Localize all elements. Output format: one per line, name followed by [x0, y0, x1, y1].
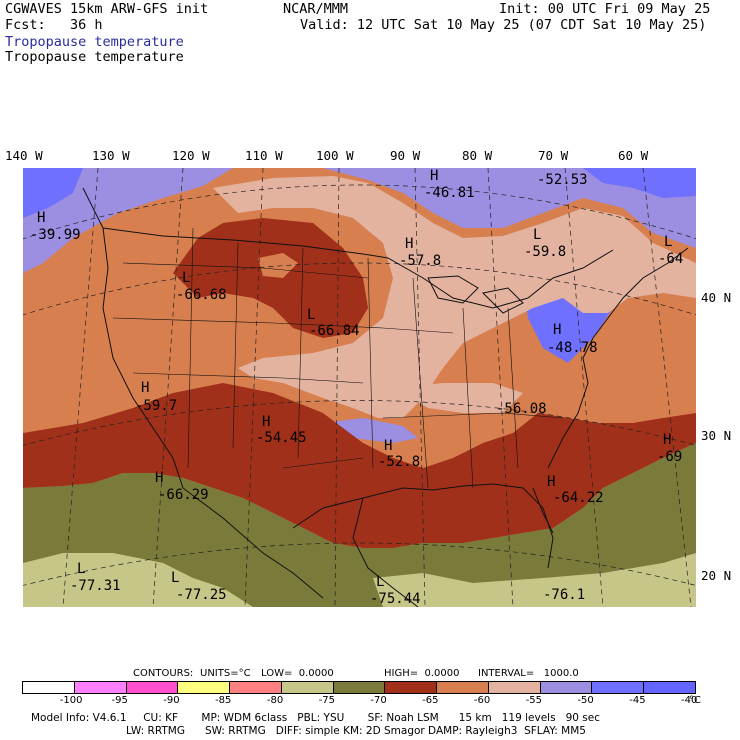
map-marker-value: -39.99: [30, 227, 81, 243]
color-legend-label: -40: [681, 695, 698, 706]
contours-interval: INTERVAL= 1000.0: [478, 668, 579, 679]
color-legend-label: -100: [59, 695, 83, 706]
contours-low: LOW= 0.0000: [261, 668, 334, 679]
map-marker-value: -76.1: [543, 587, 586, 603]
color-legend-label: -85: [215, 695, 232, 706]
map-marker-letter: L: [77, 561, 86, 577]
color-legend-swatch: [643, 681, 696, 694]
color-legend-swatch: [591, 681, 645, 694]
map-marker-value: -59.8: [524, 244, 567, 260]
map-marker-value: -46.81: [424, 185, 475, 201]
map-marker-value: -56.08: [496, 401, 547, 417]
map-marker-value: -66.68: [176, 287, 227, 303]
color-legend-label: -70: [370, 695, 387, 706]
contours-high: HIGH= 0.0000: [384, 668, 460, 679]
map-marker-letter: H: [155, 470, 164, 486]
map-marker-letter: L: [376, 574, 385, 590]
map-marker-value: -66.84: [309, 323, 360, 339]
map-marker-value: -64.22: [553, 490, 604, 506]
lon-label: 120 W: [172, 148, 210, 163]
map-marker-value: -59.7: [135, 398, 178, 414]
lon-label: 130 W: [92, 148, 130, 163]
lat-label: 40 N: [701, 290, 732, 305]
tropopause-temperature-map: [23, 168, 696, 607]
color-legend-label: -60: [473, 695, 491, 706]
map-marker-letter: H: [37, 210, 46, 226]
field-title-1: Tropopause temperature: [5, 34, 184, 50]
map-marker-value: -77.25: [176, 587, 227, 603]
color-legend-unit: °C: [689, 695, 701, 706]
forecast-hour: Fcst: 36 h: [5, 17, 103, 33]
color-legend-label: -80: [266, 695, 284, 706]
color-legend-swatch: [332, 681, 386, 694]
map-marker-value: -52.53: [537, 172, 588, 188]
field-title-2: Tropopause temperature: [5, 49, 184, 65]
init-time: Init: 00 UTC Fri 09 May 25: [499, 1, 711, 17]
map-marker-letter: H: [553, 322, 562, 338]
color-legend-swatch: [229, 681, 282, 694]
map-marker-letter: L: [182, 270, 191, 286]
color-legend-swatch: [177, 681, 231, 694]
color-legend-labels: -100 -95 -90 -85 -80 -75 -70 -65 -60 -55 -50 -45 -40…: [22, 695, 722, 707]
lon-label: 140 W: [5, 148, 43, 163]
map-marker-value: -52.8: [378, 454, 421, 470]
color-legend-swatch: [73, 681, 127, 694]
lon-label: 70 W: [538, 148, 569, 163]
model-info-line-2: LW: RRTMG SW: RRTMG DIFF: simple KM: 2D …: [126, 725, 586, 737]
map-marker-letter: H: [663, 432, 672, 448]
map-marker-letter: H: [384, 438, 393, 454]
map-marker-letter: L: [533, 227, 542, 243]
map-marker-value: -57.8: [399, 253, 442, 269]
organization: NCAR/MMM: [283, 1, 349, 17]
color-legend-swatch: [539, 681, 593, 694]
valid-time: Valid: 12 UTC Sat 10 May 25 (07 CDT Sat …: [300, 17, 707, 33]
color-legend-label: -90: [163, 695, 180, 706]
lon-label: 90 W: [390, 148, 421, 163]
model-info-line-1: Model Info: V4.6.1 CU: KF MP: WDM 6class…: [31, 712, 600, 724]
color-legend-label: -75: [318, 695, 335, 706]
map-marker-letter: H: [547, 474, 556, 490]
map-marker-value: -64: [658, 251, 684, 267]
color-legend-label: -95: [111, 695, 128, 706]
map-marker-letter: H: [141, 380, 150, 396]
color-legend-swatch: [125, 681, 179, 694]
lon-label: 80 W: [462, 148, 493, 163]
color-legend-swatch: [384, 681, 438, 694]
lat-label: 30 N: [701, 428, 732, 443]
color-legend-label: -65: [422, 695, 439, 706]
color-legend-swatch: [487, 681, 541, 694]
model-title: CGWAVES 15km ARW-GFS init: [5, 1, 209, 17]
color-legend-swatch: [436, 681, 489, 694]
color-legend-label: -50: [577, 695, 594, 706]
color-legend-swatch: [280, 681, 334, 694]
color-legend-swatch: [22, 681, 75, 694]
map-marker-letter: L: [664, 234, 673, 250]
map-marker-value: -69: [657, 449, 683, 465]
lon-label: 60 W: [618, 148, 649, 163]
contours-label: CONTOURS:: [133, 668, 194, 679]
lon-label: 110 W: [245, 148, 283, 163]
contours-units: UNITS=°C: [200, 668, 251, 679]
color-legend: [22, 681, 696, 694]
color-legend-label: -45: [629, 695, 646, 706]
map-marker-letter: H: [262, 414, 271, 430]
map-marker-value: -77.31: [70, 578, 121, 594]
map-marker-letter: H: [430, 168, 439, 184]
map-marker-letter: L: [307, 307, 316, 323]
map-marker-value: -54.45: [256, 430, 307, 446]
map-marker-value: -66.29: [158, 487, 209, 503]
map-marker-letter: L: [171, 570, 180, 586]
lon-label: 100 W: [316, 148, 354, 163]
map-marker-value: -75.44: [370, 591, 421, 607]
map-marker-letter: H: [405, 236, 414, 252]
color-legend-label: -55: [525, 695, 543, 706]
map-marker-value: -48.78: [547, 340, 598, 356]
lat-label: 20 N: [701, 568, 732, 583]
